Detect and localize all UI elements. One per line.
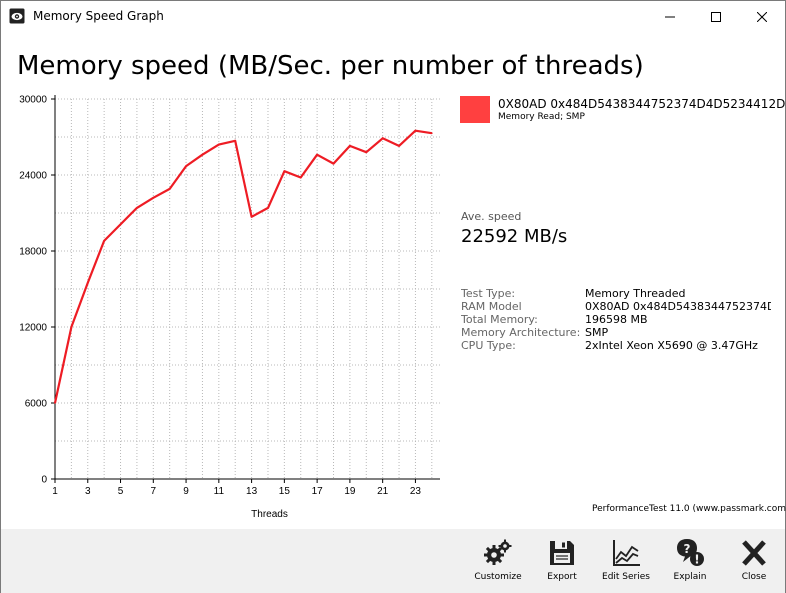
x-tick-label: 23 xyxy=(410,486,422,497)
explain-button[interactable]: ? ! Explain xyxy=(660,537,720,589)
title-bar[interactable]: Memory Speed Graph xyxy=(1,1,785,32)
info-value: 196598 MB xyxy=(585,313,648,326)
series-point xyxy=(70,326,73,328)
info-row-cpu-type: CPU Type: 2xIntel Xeon X5690 @ 3.47GHz xyxy=(461,339,771,352)
help-bubble-icon: ? ! xyxy=(677,539,704,567)
app-icon xyxy=(9,8,25,24)
series-point xyxy=(201,153,204,156)
series-point xyxy=(381,137,384,140)
window-close-button[interactable] xyxy=(739,1,785,32)
minimize-button[interactable] xyxy=(647,1,693,32)
x-axis-title: Threads xyxy=(251,509,288,520)
line-chart-icon xyxy=(613,540,640,566)
series-point xyxy=(349,145,351,147)
svg-text:!: ! xyxy=(694,553,699,567)
close-x-icon xyxy=(742,540,766,566)
bottom-toolbar: Customize Export Edit Series xyxy=(1,529,785,593)
info-value: SMP xyxy=(585,326,609,339)
series-point xyxy=(365,151,368,153)
series-line xyxy=(53,129,432,404)
info-key: Test Type: xyxy=(461,287,516,300)
series-point xyxy=(54,402,56,404)
legend-series-name: 0X80AD 0x484D5438344752374D4D5234412D4 xyxy=(498,97,786,111)
info-key: CPU Type: xyxy=(461,339,516,352)
save-disk-icon xyxy=(550,541,574,565)
window-title: Memory Speed Graph xyxy=(33,9,164,23)
x-tick-label: 3 xyxy=(85,486,91,497)
explain-label: Explain xyxy=(673,572,707,582)
x-tick-label: 9 xyxy=(183,486,189,497)
footer-credit: PerformanceTest 11.0 (www.passmark.com) xyxy=(592,504,786,514)
series-point xyxy=(299,176,302,179)
legend-swatch xyxy=(460,96,490,123)
average-speed-label: Ave. speed xyxy=(461,210,522,223)
info-value: Memory Threaded xyxy=(585,287,686,300)
x-tick-label: 13 xyxy=(246,486,258,497)
maximize-button[interactable] xyxy=(693,1,739,32)
x-tick-label: 5 xyxy=(118,486,124,497)
series-point xyxy=(431,132,433,134)
x-tick-label: 17 xyxy=(312,486,324,497)
x-tick-label: 15 xyxy=(279,486,291,497)
info-row-test-type: Test Type: Memory Threaded xyxy=(461,287,771,300)
maximize-icon xyxy=(711,11,721,22)
close-button[interactable]: Close xyxy=(724,537,784,589)
info-value: 2xIntel Xeon X5690 @ 3.47GHz xyxy=(585,339,758,352)
info-value: 0X80AD 0x484D5438344752374D4D5234412D4 xyxy=(585,300,771,313)
legend-series-subtitle: Memory Read; SMP xyxy=(498,112,585,122)
svg-text:?: ? xyxy=(684,542,691,556)
series-point xyxy=(136,207,138,209)
series-point xyxy=(283,170,286,172)
close-icon xyxy=(757,11,767,22)
series-point xyxy=(168,188,171,190)
average-speed-value: 22592 MB/s xyxy=(461,226,568,247)
export-button[interactable]: Export xyxy=(532,537,592,589)
series-point xyxy=(316,153,318,156)
info-key: Memory Architecture: xyxy=(461,326,581,339)
series-point xyxy=(267,207,269,209)
test-info-table: Test Type: Memory Threaded RAM Model 0X8… xyxy=(461,287,771,352)
export-label: Export xyxy=(547,572,577,582)
gears-icon xyxy=(484,539,512,565)
series-point xyxy=(86,281,89,284)
y-tick-label: 24000 xyxy=(19,171,47,182)
info-row-total-memory: Total Memory: 196598 MB xyxy=(461,313,771,326)
series-point xyxy=(398,145,400,147)
y-tick-label: 30000 xyxy=(19,95,47,106)
x-tick-label: 19 xyxy=(344,486,356,497)
y-tick-label: 0 xyxy=(41,475,47,486)
x-tick-label: 21 xyxy=(377,486,389,497)
info-row-ram-model: RAM Model 0X80AD 0x484D5438344752374D4D5… xyxy=(461,300,771,313)
y-tick-label: 12000 xyxy=(19,323,47,334)
minimize-icon xyxy=(665,16,675,17)
series-point xyxy=(234,140,237,142)
y-tick-label: 18000 xyxy=(19,247,47,258)
x-tick-label: 11 xyxy=(214,486,225,497)
series-point xyxy=(332,162,335,165)
info-key: Total Memory: xyxy=(461,313,538,326)
x-tick-label: 7 xyxy=(151,486,157,497)
close-label: Close xyxy=(741,572,767,582)
series-point xyxy=(152,197,155,199)
series-point xyxy=(103,240,105,242)
edit-series-label: Edit Series xyxy=(602,572,650,582)
customize-label: Customize xyxy=(474,572,522,582)
series-point xyxy=(250,216,253,218)
y-tick-label: 6000 xyxy=(25,399,48,410)
x-tick-label: 1 xyxy=(52,486,58,497)
page-title: Memory speed (MB/Sec. per number of thre… xyxy=(17,51,644,81)
customize-button[interactable]: Customize xyxy=(468,537,528,589)
series-point xyxy=(218,143,220,146)
series-point xyxy=(414,129,417,132)
info-key: RAM Model xyxy=(461,300,522,313)
info-row-memory-architecture: Memory Architecture: SMP xyxy=(461,326,771,339)
edit-series-button[interactable]: Edit Series xyxy=(596,537,656,589)
series-point xyxy=(185,165,187,167)
series-point xyxy=(119,223,122,226)
